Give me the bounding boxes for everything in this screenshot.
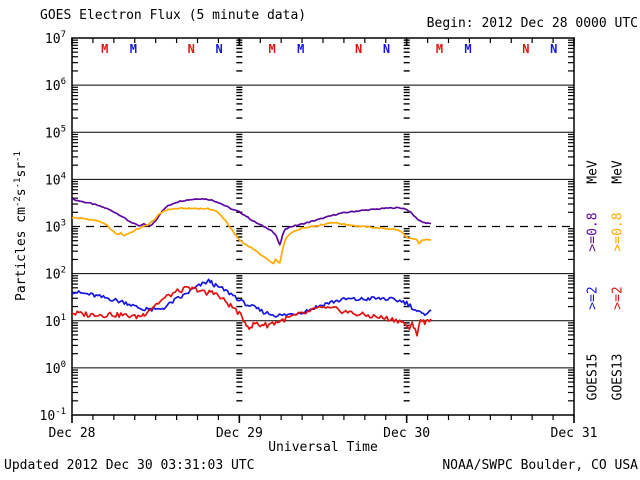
event-marker-m: M <box>101 42 108 56</box>
event-marker-m: M <box>130 42 137 56</box>
legend-goes15-sat: GOES15 <box>585 353 601 401</box>
legend-goes15-e2: >=2 <box>585 286 601 310</box>
event-marker-m: M <box>297 42 304 56</box>
series-orange <box>71 207 432 265</box>
series-blue <box>71 278 432 318</box>
y-tick-label: 100 <box>45 360 66 377</box>
event-marker-m: M <box>436 42 443 56</box>
y-tick-label: 102 <box>45 266 66 283</box>
y-tick-label: 104 <box>45 171 66 188</box>
series-purple <box>71 197 432 246</box>
event-marker-n: N <box>522 42 529 56</box>
source-credit: NOAA/SWPC Boulder, CO USA <box>442 458 638 473</box>
chart-title: GOES Electron Flux (5 minute data) <box>40 8 307 23</box>
y-tick-label: 103 <box>45 219 66 236</box>
y-tick-label: 105 <box>45 124 66 141</box>
legend-goes13-e08: >=0.8 <box>610 212 626 252</box>
x-tick-label: Dec 31 <box>551 426 598 441</box>
plot-border <box>71 37 575 416</box>
event-marker-n: N <box>215 42 222 56</box>
legend-goes13-unit: MeV <box>610 160 626 184</box>
y-tick-label: 101 <box>45 313 66 330</box>
y-tick-label: 106 <box>45 77 66 94</box>
y-axis-unit-label: Particles cm-2s-1sr-1 <box>12 151 30 301</box>
legend-goes13-e2: >=2 <box>610 286 626 310</box>
begin-timestamp: Begin: 2012 Dec 28 0000 UTC <box>426 16 638 31</box>
event-marker-n: N <box>550 42 557 56</box>
x-tick-label: Dec 29 <box>216 426 263 441</box>
x-tick-label: Dec 30 <box>383 426 430 441</box>
y-tick-label: 10-1 <box>40 407 67 424</box>
legend-goes15-unit: MeV <box>585 160 601 184</box>
x-axis-label: Universal Time <box>268 440 378 455</box>
legend-goes15-e08: >=0.8 <box>585 212 601 252</box>
event-marker-n: N <box>355 42 362 56</box>
y-tick-label: 107 <box>45 30 66 47</box>
event-marker-n: N <box>383 42 390 56</box>
event-marker-n: N <box>188 42 195 56</box>
legend-goes13-sat: GOES13 <box>610 353 626 401</box>
updated-timestamp: Updated 2012 Dec 30 03:31:03 UTC <box>4 458 255 473</box>
x-tick-label: Dec 28 <box>49 426 96 441</box>
event-marker-m: M <box>268 42 275 56</box>
series-red <box>72 285 432 337</box>
event-marker-m: M <box>464 42 471 56</box>
